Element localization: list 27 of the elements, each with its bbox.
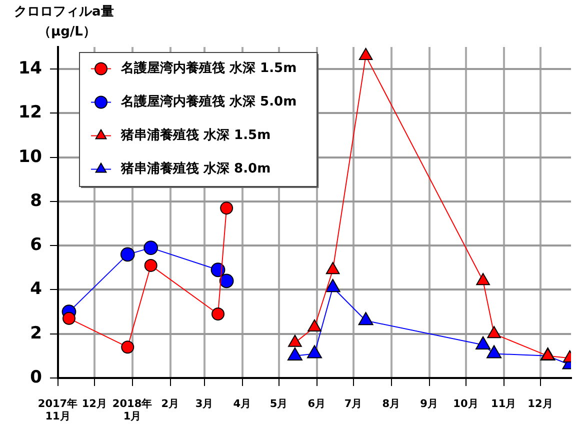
y-tick-label: 2: [30, 323, 42, 344]
y-tick-label: 0: [30, 367, 42, 388]
x-tick-label: 2017年 11月: [38, 397, 78, 423]
y-tick-label: 8: [30, 190, 42, 211]
y-tick-label: 12: [18, 102, 42, 123]
y-tick-label: 4: [30, 279, 42, 300]
x-tick-label: 5月: [270, 398, 288, 410]
legend-label: 猪串浦養殖筏 水深 8.0m: [120, 160, 271, 177]
x-tick-label: 2月: [161, 398, 180, 410]
legend-label: 猪串浦養殖筏 水深 1.5m: [120, 127, 271, 144]
x-tick-label: 6月: [308, 398, 326, 410]
y-tick-label: 10: [18, 146, 42, 167]
x-tick-label: 8月: [382, 398, 401, 410]
legend-label: 名護屋湾内養殖筏 水深 5.0m: [120, 94, 297, 110]
y-tick-label: 14: [18, 58, 42, 78]
y-tick-label: 6: [30, 235, 42, 256]
x-tick-label: 7月: [344, 398, 363, 410]
x-tick-label: 4月: [233, 398, 252, 410]
x-tick-label: 3月: [195, 398, 214, 410]
x-tick-label: 12月: [528, 398, 554, 410]
x-tick-label: 12月: [82, 398, 108, 410]
x-tick-label: 2018年 1月: [112, 397, 153, 423]
x-tick-label: 9月: [420, 398, 438, 410]
y-axis-title: クロロフィルa量（μg/L）: [14, 4, 114, 40]
legend-label: 名護屋湾内養殖筏 水深 1.5m: [120, 60, 297, 76]
x-tick-label: 10月: [453, 398, 479, 410]
x-tick-label: 11月: [491, 398, 517, 410]
